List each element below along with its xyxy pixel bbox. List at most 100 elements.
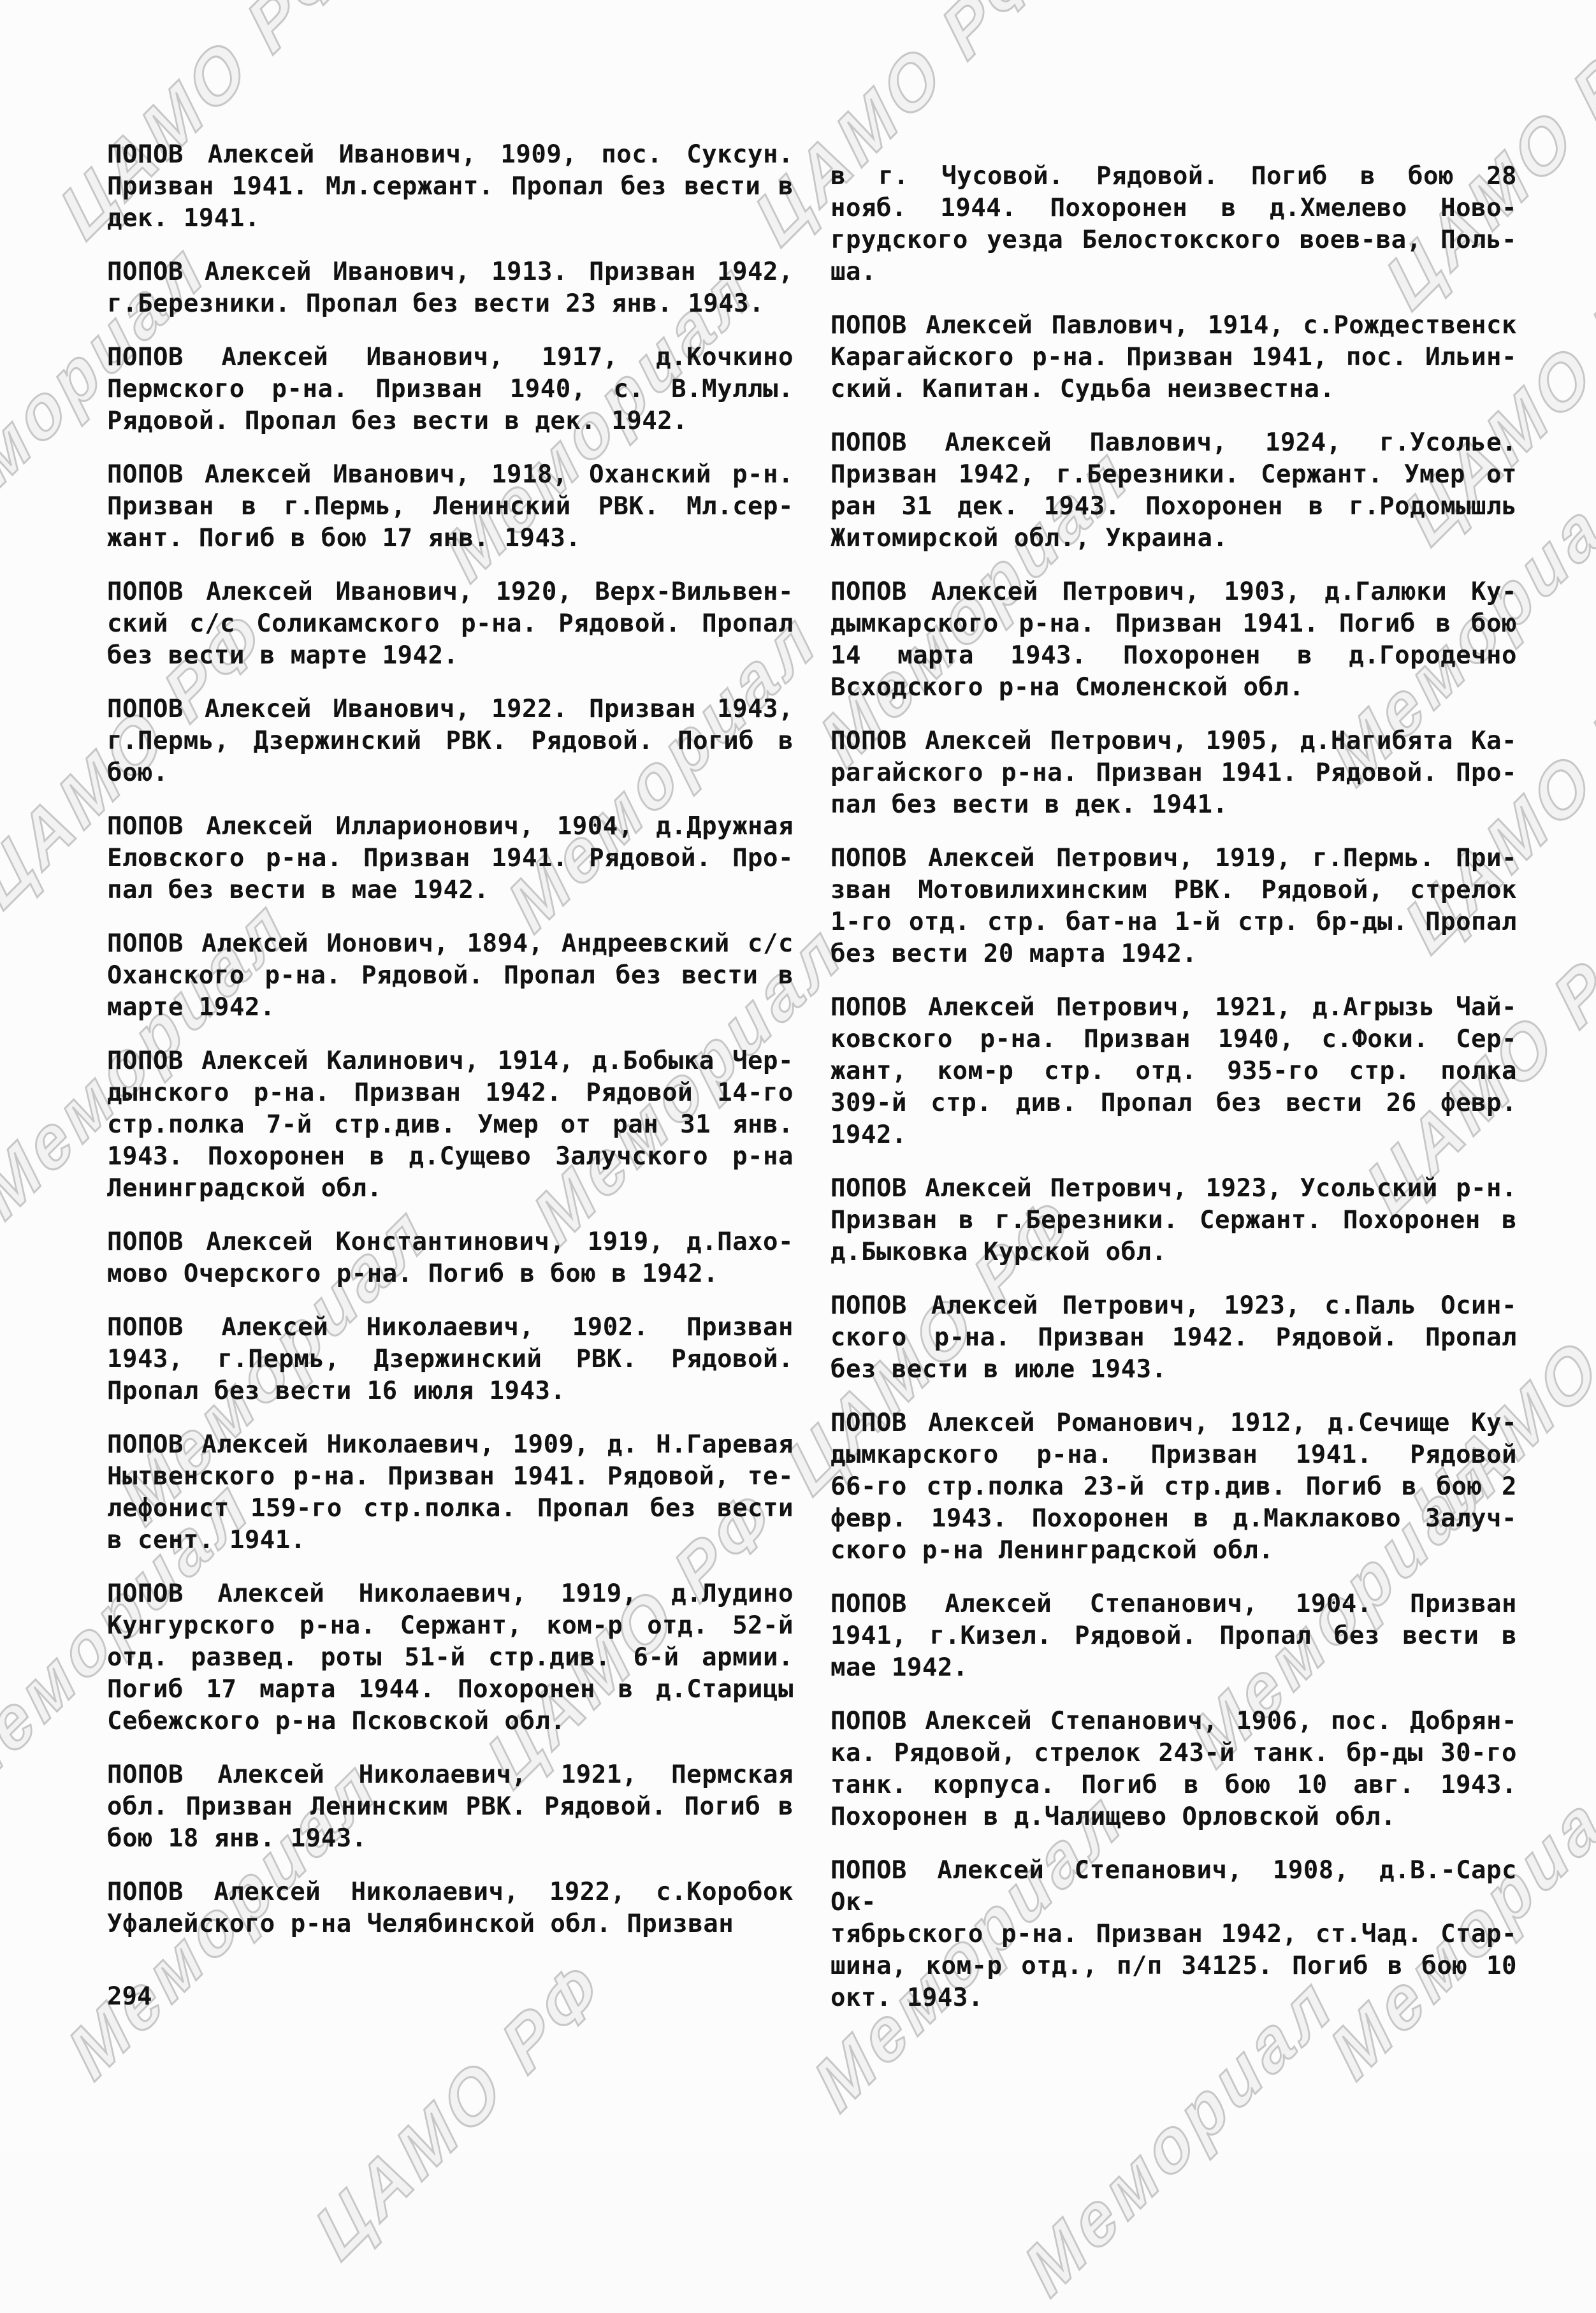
entry-line: 1942.	[831, 1120, 907, 1149]
entry: ПОПОВ Алексей Иванович, 1920, Верх-Вильв…	[107, 576, 794, 672]
entry-line: рагайского р-на. Призван 1941. Рядовой. …	[831, 758, 1517, 787]
entry-line: д.Быковка Курской обл.	[831, 1238, 1167, 1266]
entry-line: ПОПОВ Алексей Николаевич, 1922, с.Коробо…	[107, 1878, 794, 1906]
entry-line: ран 31 дек. 1943. Похоронен в г.Родомышл…	[831, 492, 1517, 521]
entry: ПОПОВ Алексей Николаевич, 1921, Пермская…	[107, 1759, 794, 1855]
entry: ПОПОВ Алексей Степанович, 1906, пос. Доб…	[831, 1706, 1517, 1833]
entry: ПОПОВ Алексей Иванович, 1913. Призван 19…	[107, 256, 794, 320]
entry-line: Оханского р-на. Рядовой. Пропал без вест…	[107, 961, 794, 990]
entry-line: ПОПОВ Алексей Романович, 1912, д.Сечище …	[831, 1409, 1517, 1437]
entry-line: 1-го отд. стр. бат-на 1-й стр. бр-ды. Пр…	[831, 908, 1517, 936]
entry-line: Житомирской обл., Украина.	[831, 524, 1228, 553]
left-column: ПОПОВ Алексей Иванович, 1909, пос. Суксу…	[107, 139, 794, 1940]
entry-line: ПОПОВ Алексей Константинович, 1919, д.Па…	[107, 1228, 794, 1256]
entry: ПОПОВ Алексей Петрович, 1921, д.Агрызь Ч…	[831, 992, 1517, 1151]
entry: ПОПОВ Алексей Ионович, 1894, Андреевский…	[107, 928, 794, 1024]
entry-line: ПОПОВ Алексей Петрович, 1923, Усольский …	[831, 1174, 1517, 1203]
entry-line: г.Березники. Пропал без вести 23 янв. 19…	[107, 289, 765, 318]
entry-line: Похоронен в д.Чалищево Орловской обл.	[831, 1802, 1396, 1831]
entry-line: марте 1942.	[107, 993, 275, 1022]
entry: ПОПОВ Алексей Николаевич, 1922, с.Коробо…	[107, 1876, 794, 1940]
entry-line: Нытвенского р-на. Призван 1941. Рядовой,…	[107, 1462, 794, 1491]
entry-line: ПОПОВ Алексей Петрович, 1903, д.Галюки К…	[831, 577, 1517, 606]
entry-line: ПОПОВ Алексей Павлович, 1924, г.Усолье.	[831, 428, 1517, 457]
entry-line: без вести 20 марта 1942.	[831, 939, 1198, 968]
entry-line: отд. развед. роты 51-й стр.див. 6-й арми…	[107, 1643, 794, 1672]
entry: ПОПОВ Алексей Романович, 1912, д.Сечище …	[831, 1407, 1517, 1567]
entry-line: 14 марта 1943. Похоронен в д.Городечно	[831, 641, 1517, 670]
entry: ПОПОВ Алексей Степанович, 1904. Призван 1…	[831, 1588, 1517, 1684]
entry-line: мово Очерского р-на. Погиб в бою в 1942.	[107, 1259, 719, 1288]
entry-line: ский. Капитан. Судьба неизвестна.	[831, 375, 1335, 403]
entry-line: танк. корпуса. Погиб в бою 10 авг. 1943.	[831, 1771, 1517, 1799]
entry-line: ПОПОВ Алексей Степанович, 1904. Призван	[831, 1590, 1517, 1618]
entry-line: Карагайского р-на. Призван 1941, пос. Ил…	[831, 343, 1517, 372]
entry-line: февр. 1943. Похоронен в д.Маклаково Залу…	[831, 1504, 1517, 1533]
entry-line: Пермского р-на. Призван 1940, с. В.Муллы…	[107, 375, 794, 403]
entry: ПОПОВ Алексей Павлович, 1914, с.Рождеств…	[831, 310, 1517, 405]
entry: ПОПОВ Алексей Иванович, 1918, Оханский р…	[107, 459, 794, 555]
entry: ПОПОВ Алексей Николаевич, 1902. Призван 1…	[107, 1312, 794, 1407]
right-column: в г. Чусовой. Рядовой. Погиб в бою 28 ноя…	[831, 161, 1517, 2014]
entry-line: ПОПОВ Алексей Ионович, 1894, Андреевский…	[107, 929, 794, 958]
entry-line: ПОПОВ Алексей Иванович, 1920, Верх-Вильв…	[107, 577, 794, 606]
entry-line: ПОПОВ Алексей Степанович, 1908, д.В.-Сар…	[831, 1856, 1517, 1917]
entry-line: без вести в июле 1943.	[831, 1355, 1167, 1384]
entry-continuation: в г. Чусовой. Рядовой. Погиб в бою 28 ноя…	[831, 161, 1517, 288]
entry-line: ПОПОВ Алексей Николаевич, 1909, д. Н.Гар…	[107, 1430, 794, 1459]
entry-line: бою.	[107, 758, 168, 787]
entry-line: ПОПОВ Алексей Степанович, 1906, пос. Доб…	[831, 1707, 1517, 1736]
entry-line: ПОПОВ Алексей Иванович, 1922. Призван 19…	[107, 695, 794, 723]
entry-line: Призван в г.Пермь, Ленинский РВК. Мл.сер…	[107, 492, 794, 521]
entry-line: жант. Погиб в бою 17 янв. 1943.	[107, 524, 581, 553]
entry-line: Всходского р-на Смоленской обл.	[831, 673, 1305, 702]
entry-line: ПОПОВ Алексей Калинович, 1914, д.Бобыка …	[107, 1047, 794, 1075]
entry-line: стр.полка 7-й стр.див. Умер от ран 31 ян…	[107, 1110, 794, 1139]
entry: ПОПОВ Алексей Иванович, 1909, пос. Суксу…	[107, 139, 794, 235]
entry-line: ПОПОВ Алексей Иванович, 1917, д.Кочкино	[107, 343, 794, 372]
page-number: 294	[107, 1982, 152, 2011]
entry-line: ПОПОВ Алексей Петрович, 1905, д.Нагибята…	[831, 727, 1517, 755]
entry-line: ПОПОВ Алексей Павлович, 1914, с.Рождеств…	[831, 311, 1517, 340]
entry-line: Призван 1941. Мл.сержант. Пропал без вес…	[107, 172, 794, 201]
entry-line: зван Мотовилихинским РВК. Рядовой, стрел…	[831, 876, 1517, 904]
entry-line: Еловского р-на. Призван 1941. Рядовой. П…	[107, 844, 794, 873]
entry-line: 66-го стр.полка 23-й стр.див. Погиб в бо…	[831, 1472, 1517, 1501]
entry-line: ПОПОВ Алексей Николаевич, 1921, Пермская	[107, 1760, 794, 1789]
entry-line: окт. 1943.	[831, 1983, 983, 2012]
entry: ПОПОВ Алексей Петрович, 1903, д.Галюки К…	[831, 576, 1517, 704]
entry-line: пал без вести в дек. 1941.	[831, 790, 1228, 819]
entry: ПОПОВ Алексей Николаевич, 1919, д.Лудино…	[107, 1578, 794, 1737]
entry-line: 309-й стр. див. Пропал без вести 26 февр…	[831, 1089, 1517, 1117]
entry-line: Призван 1942, г.Березники. Сержант. Умер…	[831, 460, 1517, 489]
entry: ПОПОВ Алексей Степанович, 1908, д.В.-Сар…	[831, 1855, 1517, 2014]
entry-line: ПОПОВ Алексей Иванович, 1918, Оханский р…	[107, 460, 794, 489]
entry-line: дымкарского р-на. Призван 1941. Рядовой	[831, 1440, 1517, 1469]
entry-line: без вести в марте 1942.	[107, 641, 459, 670]
entry-line: ПОПОВ Алексей Петрович, 1921, д.Агрызь Ч…	[831, 993, 1517, 1022]
entry-line: тябрьского р-на. Призван 1942, ст.Чад. С…	[831, 1920, 1517, 1948]
entry-line: Уфалейского р-на Челябинской обл. Призва…	[107, 1910, 734, 1938]
entry-line: в г. Чусовой. Рядовой. Погиб в бою 28	[831, 162, 1517, 191]
entry-line: 1943. Похоронен в д.Сущево Залучского р-…	[107, 1142, 794, 1171]
entry-line: ша.	[831, 257, 876, 286]
entry: ПОПОВ Алексей Петрович, 1919, г.Пермь. П…	[831, 843, 1517, 970]
entry: ПОПОВ Алексей Константинович, 1919, д.Па…	[107, 1226, 794, 1290]
entry-line: обл. Призван Ленинским РВК. Рядовой. Пог…	[107, 1792, 794, 1821]
entry-line: Ленинградской обл.	[107, 1174, 382, 1203]
entry-line: грудского уезда Белостокского воев-ва, П…	[831, 226, 1517, 254]
entry-line: Кунгурского р-на. Сержант, ком-р отд. 52…	[107, 1611, 794, 1640]
entry-line: ка. Рядовой, стрелок 243-й танк. бр-ды 3…	[831, 1739, 1517, 1767]
entry-line: г.Пермь, Дзержинский РВК. Рядовой. Погиб…	[107, 727, 794, 755]
entry: ПОПОВ Алексей Иванович, 1922. Призван 19…	[107, 693, 794, 789]
entry-line: Рядовой. Пропал без вести в дек. 1942.	[107, 407, 688, 435]
entry: ПОПОВ Алексей Илларионович, 1904, д.Друж…	[107, 811, 794, 906]
entry: ПОПОВ Алексей Николаевич, 1909, д. Н.Гар…	[107, 1429, 794, 1556]
archive-watermark-text: ЦАМО РФ	[300, 1943, 618, 2277]
entry-line: ского р-на. Призван 1942. Рядовой. Пропа…	[831, 1323, 1517, 1352]
entry-line: ский с/с Соликамского р-на. Рядовой. Про…	[107, 609, 794, 638]
entry-line: ПОПОВ Алексей Николаевич, 1902. Призван	[107, 1313, 794, 1342]
entry-line: ПОПОВ Алексей Петрович, 1923, с.Паль Оси…	[831, 1291, 1517, 1320]
entry: ПОПОВ Алексей Калинович, 1914, д.Бобыка …	[107, 1045, 794, 1205]
